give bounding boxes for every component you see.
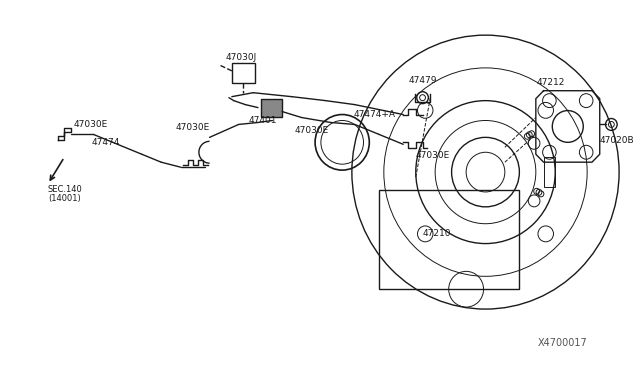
- Text: 47212: 47212: [537, 78, 565, 87]
- Text: 47474+A: 47474+A: [353, 110, 395, 119]
- Text: 47030E: 47030E: [416, 151, 450, 160]
- Text: 47030J: 47030J: [226, 54, 257, 62]
- Text: (14001): (14001): [48, 195, 81, 203]
- Text: 47030E: 47030E: [74, 120, 108, 129]
- Bar: [543, 157, 555, 187]
- Text: 47401: 47401: [248, 116, 277, 125]
- Text: SEC.140: SEC.140: [48, 186, 83, 195]
- Bar: [261, 99, 282, 116]
- Text: 47030E: 47030E: [176, 123, 210, 132]
- Bar: [379, 190, 520, 289]
- Text: 47020B: 47020B: [600, 136, 634, 145]
- Bar: [232, 63, 255, 83]
- Text: 47479: 47479: [408, 76, 437, 85]
- Text: 47030E: 47030E: [294, 126, 328, 135]
- Text: X4700017: X4700017: [538, 338, 588, 348]
- Text: 47210: 47210: [423, 229, 451, 238]
- Text: 47474: 47474: [92, 138, 120, 147]
